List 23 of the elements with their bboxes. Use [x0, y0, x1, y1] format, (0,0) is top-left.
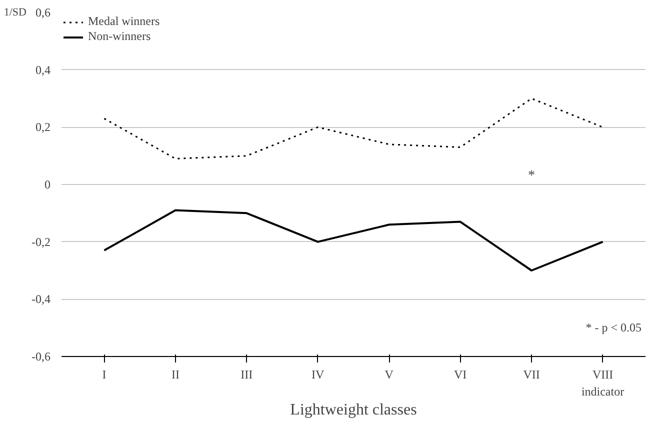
legend-label: Non-winners: [88, 29, 151, 44]
y-tick-label: 0,4: [36, 62, 50, 77]
x-tick-label: VII: [523, 368, 540, 382]
y-tick-label: 0,2: [36, 120, 50, 134]
y-tick-label: -0,2: [32, 234, 51, 249]
x-axis-title: Lightweight classes: [290, 401, 417, 418]
annotation: * - p < 0.05: [586, 320, 642, 334]
line-series: [103, 209, 604, 272]
x-tick-label: IV: [312, 368, 325, 382]
y-tick-label: 0,6: [36, 6, 50, 20]
annotation: *: [528, 168, 536, 184]
x-tick-label: III: [240, 368, 253, 382]
legend-label: Medal winners: [88, 14, 160, 29]
x-tick-label: V: [384, 368, 394, 382]
y-tick-label: 0: [44, 178, 50, 192]
y-tick-label: -0,6: [32, 350, 51, 364]
x-tick-label: VI: [454, 368, 467, 382]
x-tick-label: II: [171, 368, 180, 382]
x-tick-label: I: [102, 368, 106, 382]
line-series: [103, 98, 604, 160]
y-axis-title: 1/SD: [4, 6, 27, 18]
y-tick-label: -0,4: [32, 292, 51, 306]
x-tick-label: VIII indicator: [581, 368, 624, 398]
